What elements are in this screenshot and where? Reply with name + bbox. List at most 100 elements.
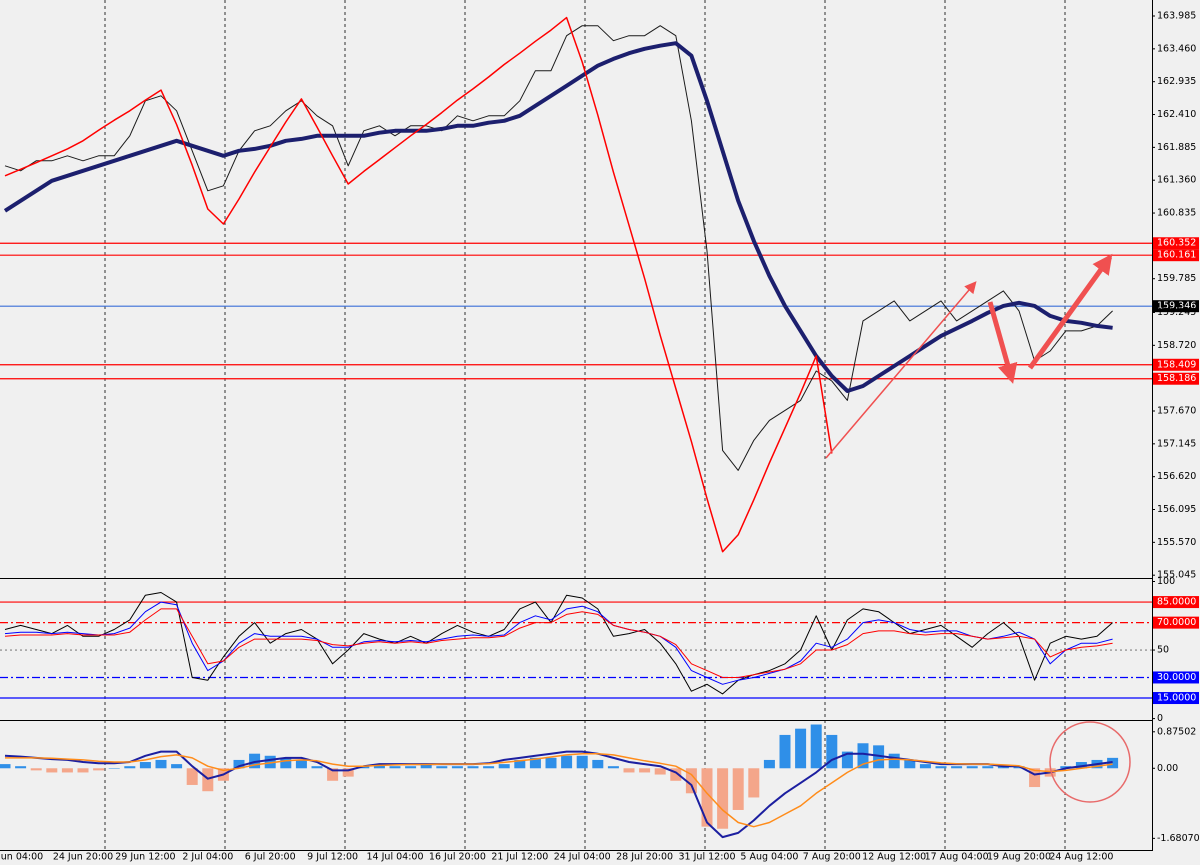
y-tick-label: 163.460	[1157, 43, 1196, 54]
histogram-bar	[607, 766, 619, 769]
histogram-bar	[561, 755, 573, 769]
y-tick-label: 50	[1157, 645, 1169, 656]
histogram-bar	[186, 768, 198, 785]
histogram-bar	[15, 766, 27, 769]
histogram-bar	[966, 766, 978, 769]
histogram-bar	[826, 734, 838, 769]
level-label: 158.409	[1157, 359, 1196, 370]
histogram-bar	[311, 766, 323, 769]
histogram-bar	[732, 768, 744, 810]
histogram-bar	[576, 755, 588, 769]
y-tick-label: 100	[1157, 576, 1175, 587]
y-tick-label: 0.00	[1157, 763, 1178, 774]
histogram-bar	[233, 759, 245, 769]
histogram-bar	[124, 766, 136, 769]
histogram-bar	[108, 768, 120, 769]
y-tick-label: 30.0000	[1157, 672, 1196, 683]
frame	[0, 0, 1153, 851]
x-tick-label: Jun 04:00	[0, 852, 43, 863]
plot-layer: Jun 04:00 24 Jun 20:00 29 Jun 12:00 2 Jul 0…	[0, 11, 1200, 863]
tick-label-box	[1153, 692, 1199, 705]
histogram-bar	[155, 759, 167, 769]
histogram-bar	[748, 768, 760, 798]
annotations	[825, 253, 1131, 803]
y-tick-label: 163.985	[1157, 11, 1196, 22]
histogram-bar	[30, 768, 42, 771]
y-tick-label: -1.68070	[1157, 833, 1200, 844]
level-label-box	[1153, 237, 1199, 250]
histogram-bar	[514, 759, 526, 769]
histogram-bar	[139, 762, 151, 769]
histogram-bar	[654, 768, 666, 775]
arrow	[1027, 253, 1113, 370]
series-line	[5, 752, 1113, 828]
tick-label-box	[1153, 616, 1199, 629]
histogram-bar	[997, 766, 1009, 769]
y-tick-label: 162.935	[1157, 76, 1196, 87]
histogram-bar	[639, 768, 651, 773]
x-tick-label: 17 Aug 04:00	[925, 852, 989, 863]
histogram-bar	[982, 766, 994, 769]
level-label-box	[1153, 300, 1199, 313]
y-tick-label: 15.0000	[1157, 693, 1196, 704]
histogram-bar	[623, 768, 635, 773]
histogram-bar	[295, 759, 307, 769]
arrow	[987, 301, 1018, 384]
tick-label-box	[1153, 596, 1199, 609]
x-tick-label: 21 Jul 12:00	[491, 852, 548, 863]
histogram-bar	[280, 757, 292, 769]
histogram-bar	[358, 766, 370, 769]
y-tick-label: 155.570	[1157, 537, 1196, 548]
histogram-bar	[436, 766, 448, 769]
level-label: 160.161	[1157, 250, 1196, 261]
y-tick-label: 162.410	[1157, 109, 1196, 120]
y-tick-label: 161.360	[1157, 175, 1196, 186]
x-tick-label: 6 Jul 20:00	[245, 852, 296, 863]
histogram-bar	[202, 768, 214, 792]
x-tick-label: 14 Jul 04:00	[367, 852, 424, 863]
y-tick-label: 70.0000	[1157, 617, 1196, 628]
y-tick-label: 156.620	[1157, 471, 1196, 482]
histogram-bar	[795, 728, 807, 769]
histogram-bar	[93, 768, 105, 771]
histogram-bar	[888, 753, 900, 769]
series-line	[4, 601, 1113, 685]
series-line	[4, 750, 1113, 839]
y-tick-label: 0	[1157, 713, 1163, 724]
x-tick-label: 24 Aug 12:00	[1049, 852, 1113, 863]
histogram-bar	[483, 766, 495, 769]
histogram-bar	[0, 764, 11, 769]
histogram-bar	[763, 759, 775, 769]
y-tick-label: 157.145	[1157, 438, 1196, 449]
x-tick-label: 12 Aug 12:00	[862, 852, 926, 863]
histogram-bar	[61, 768, 73, 773]
histogram-bar	[779, 734, 791, 769]
x-tick-label: 5 Aug 04:00	[740, 852, 798, 863]
histogram-bar	[327, 768, 339, 781]
histogram-bar	[77, 768, 89, 773]
y-tick-label: 155.045	[1157, 570, 1196, 581]
histogram-bar	[1060, 766, 1072, 769]
histogram-bar	[670, 768, 682, 781]
x-tick-label: 2 Jul 04:00	[182, 852, 233, 863]
series-line	[4, 16, 833, 553]
histogram-bar	[171, 764, 183, 769]
series-line	[3, 41, 1113, 393]
time-grid	[104, 0, 1066, 850]
y-tick-label: 159.245	[1157, 307, 1196, 318]
histogram-bar	[1107, 757, 1119, 769]
x-tick-label: 24 Jul 04:00	[554, 852, 611, 863]
histogram-bar	[810, 724, 822, 769]
histogram-bar	[405, 766, 417, 769]
histogram-bar	[857, 743, 869, 769]
histogram-bar	[46, 768, 58, 773]
y-tick-label: 156.095	[1157, 504, 1196, 515]
x-tick-label: 31 Jul 12:00	[679, 852, 736, 863]
x-tick-label: 16 Jul 20:00	[429, 852, 486, 863]
x-tick-label: 19 Aug 20:00	[987, 852, 1051, 863]
series-line	[4, 592, 1113, 695]
level-label-box	[1153, 249, 1199, 262]
level-label-box	[1153, 372, 1199, 385]
